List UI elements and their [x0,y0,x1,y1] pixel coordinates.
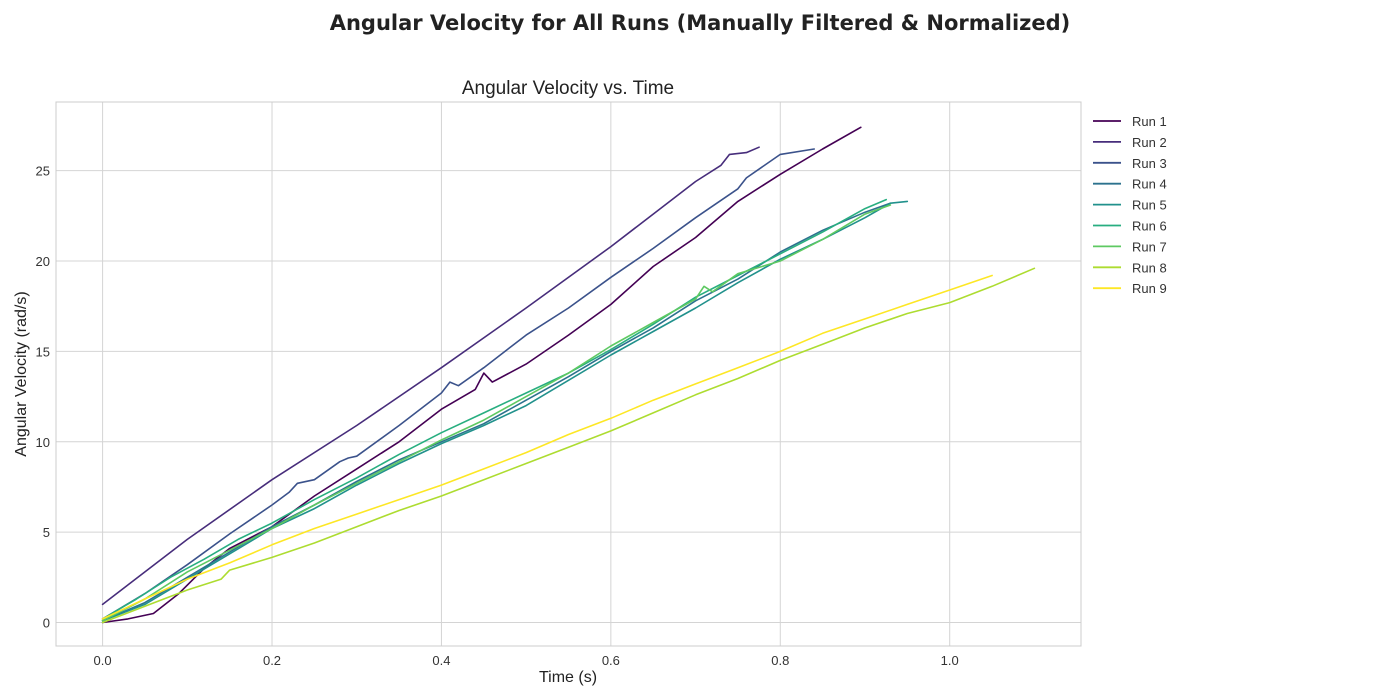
grid-lines [56,102,1081,646]
legend-label: Run 5 [1132,198,1167,213]
legend-item-run-6: Run 6 [1093,219,1167,234]
x-tick-label: 0.6 [602,653,620,668]
y-tick-label: 5 [43,525,50,540]
series-line-run-2 [101,146,760,606]
legend: Run 1 Run 2 Run 3 Run 4 Run 5 Run 6 Run 7 Run 8… [1093,114,1167,296]
legend-label: Run 2 [1132,135,1167,150]
legend-item-run-9: Run 9 [1093,281,1167,296]
series-line-run-6 [101,198,888,620]
plot-frame [55,101,1082,647]
legend-label: Run 7 [1132,239,1167,254]
y-tick-label: 15 [36,344,50,359]
legend-item-run-4: Run 4 [1093,177,1167,192]
chart-title: Angular Velocity vs. Time [462,78,674,99]
y-tick-labels: 0 5 10 15 20 25 [36,164,50,631]
y-tick-label: 0 [43,616,50,631]
x-tick-label: 0.2 [263,653,281,668]
series-lines [101,126,1036,624]
legend-label: Run 6 [1132,219,1167,234]
legend-label: Run 8 [1132,260,1167,275]
y-axis-label: Angular Velocity (rad/s) [13,291,30,456]
series-line-run-7 [101,204,892,622]
x-tick-label: 0.8 [771,653,789,668]
legend-item-run-3: Run 3 [1093,156,1167,171]
x-tick-label: 1.0 [941,653,959,668]
legend-item-run-5: Run 5 [1093,198,1167,213]
chart-suptitle: Angular Velocity for All Runs (Manually … [330,11,1071,35]
x-tick-label: 0.4 [432,653,450,668]
y-tick-label: 20 [36,254,50,269]
y-tick-label: 25 [36,164,50,179]
legend-item-run-8: Run 8 [1093,260,1167,275]
legend-item-run-7: Run 7 [1093,239,1167,254]
legend-label: Run 1 [1132,114,1167,129]
series-line-run-3 [101,148,816,620]
legend-item-run-2: Run 2 [1093,135,1167,150]
legend-label: Run 9 [1132,281,1167,296]
plot-area: 0.0 0.2 0.4 0.6 0.8 1.0 0 5 10 15 20 25 [36,101,1082,668]
series-line-run-8 [101,267,1036,624]
legend-label: Run 3 [1132,156,1167,171]
x-axis-label: Time (s) [539,669,597,686]
series-line-run-9 [101,274,993,620]
x-tick-label: 0.0 [94,653,112,668]
x-tick-labels: 0.0 0.2 0.4 0.6 0.8 1.0 [94,653,959,668]
legend-label: Run 4 [1132,177,1167,192]
y-tick-label: 10 [36,435,50,450]
legend-item-run-1: Run 1 [1093,114,1167,129]
series-line-run-4 [101,202,892,622]
